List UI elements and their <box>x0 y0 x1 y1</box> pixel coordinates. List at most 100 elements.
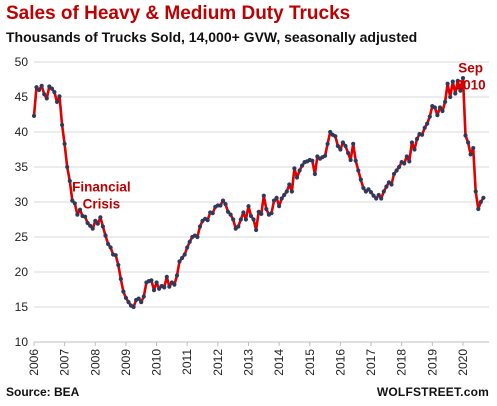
data-point <box>42 92 47 97</box>
data-point <box>353 158 358 163</box>
data-point <box>123 295 128 300</box>
data-point <box>414 136 420 142</box>
data-point <box>157 286 162 291</box>
data-point <box>116 262 121 268</box>
data-point <box>228 212 233 217</box>
data-point <box>180 255 185 261</box>
data-point <box>297 168 302 173</box>
x-tick-label: 2008 <box>88 349 102 376</box>
chart-subtitle: Thousands of Trucks Sold, 14,000+ GVW, s… <box>6 29 418 45</box>
y-tick-label: 20 <box>15 265 29 279</box>
data-point <box>238 217 243 222</box>
data-point <box>141 294 146 299</box>
data-point <box>205 218 210 223</box>
data-point <box>70 198 75 203</box>
y-tick-label: 35 <box>15 160 29 174</box>
y-tick-label: 15 <box>15 300 29 314</box>
data-point <box>246 204 251 209</box>
data-point <box>182 252 187 257</box>
data-point <box>440 108 445 114</box>
data-point <box>259 211 264 216</box>
data-point <box>292 166 297 171</box>
x-tick-label: 2012 <box>211 349 225 376</box>
data-point <box>177 259 182 264</box>
data-point <box>351 141 356 146</box>
data-point <box>54 99 60 104</box>
x-tick-label: 2007 <box>58 349 72 376</box>
data-point <box>425 121 430 126</box>
data-point <box>98 215 103 220</box>
data-point <box>261 193 266 198</box>
data-point <box>185 245 190 250</box>
data-point <box>187 239 192 244</box>
data-point <box>448 94 453 100</box>
data-point <box>402 161 407 166</box>
y-axis-ticks: 10 15 20 25 30 35 40 45 50 <box>15 55 29 349</box>
data-point <box>346 150 351 156</box>
data-point <box>481 195 486 200</box>
data-point <box>463 133 468 138</box>
data-point <box>325 141 330 146</box>
data-point <box>164 274 169 279</box>
data-point <box>279 196 284 201</box>
x-tick-label: 2006 <box>27 349 41 376</box>
data-point <box>412 147 417 152</box>
data-point <box>437 105 443 110</box>
data-point <box>432 105 437 110</box>
x-tick-label: 2019 <box>425 349 439 376</box>
data-point <box>220 198 226 203</box>
data-point <box>455 78 460 83</box>
data-point <box>231 217 236 222</box>
data-point <box>225 209 231 214</box>
data-point <box>450 79 455 84</box>
data-point <box>75 212 80 217</box>
data-point <box>269 211 274 216</box>
data-point <box>361 185 366 191</box>
data-point <box>394 168 399 173</box>
data-point <box>223 202 228 207</box>
data-point <box>289 189 294 194</box>
annotation-label: Sep <box>458 61 483 76</box>
data-point <box>287 182 292 187</box>
data-point <box>340 140 345 145</box>
data-point <box>407 159 412 164</box>
annotation-label: 2010 <box>456 78 486 93</box>
data-point <box>458 88 463 93</box>
data-point <box>376 192 381 198</box>
data-point <box>300 163 305 168</box>
data-point <box>284 189 289 194</box>
data-point <box>85 220 90 226</box>
data-point <box>106 241 111 247</box>
data-point <box>453 91 458 96</box>
data-point <box>149 278 154 283</box>
data-point <box>443 99 448 104</box>
data-point <box>243 217 248 222</box>
data-point <box>210 211 215 216</box>
data-point <box>460 76 466 81</box>
data-point <box>241 210 246 215</box>
data-point <box>118 276 123 282</box>
y-tick-label: 45 <box>15 90 29 104</box>
data-point <box>174 273 180 278</box>
data-point <box>271 198 277 203</box>
data-point <box>323 153 328 158</box>
data-point <box>60 122 65 128</box>
data-point <box>72 201 77 206</box>
data-point <box>343 143 348 149</box>
data-point <box>162 285 167 290</box>
data-point <box>310 158 315 163</box>
data-point <box>371 193 376 198</box>
data-point <box>154 280 159 285</box>
data-point <box>478 199 483 205</box>
data-point <box>333 134 338 139</box>
data-point <box>468 152 473 157</box>
data-point <box>77 207 83 212</box>
x-tick-label: 2020 <box>456 349 470 376</box>
data-point <box>366 187 371 192</box>
data-point <box>335 143 340 149</box>
data-point <box>294 175 300 180</box>
data-point <box>471 146 476 151</box>
data-point <box>379 196 384 201</box>
brand-label: WOLFSTREET.com <box>376 385 489 399</box>
x-axis-ticks: 2006 2007 2008 2009 2010 2011 2012 2013 2014 2015… <box>27 349 470 376</box>
